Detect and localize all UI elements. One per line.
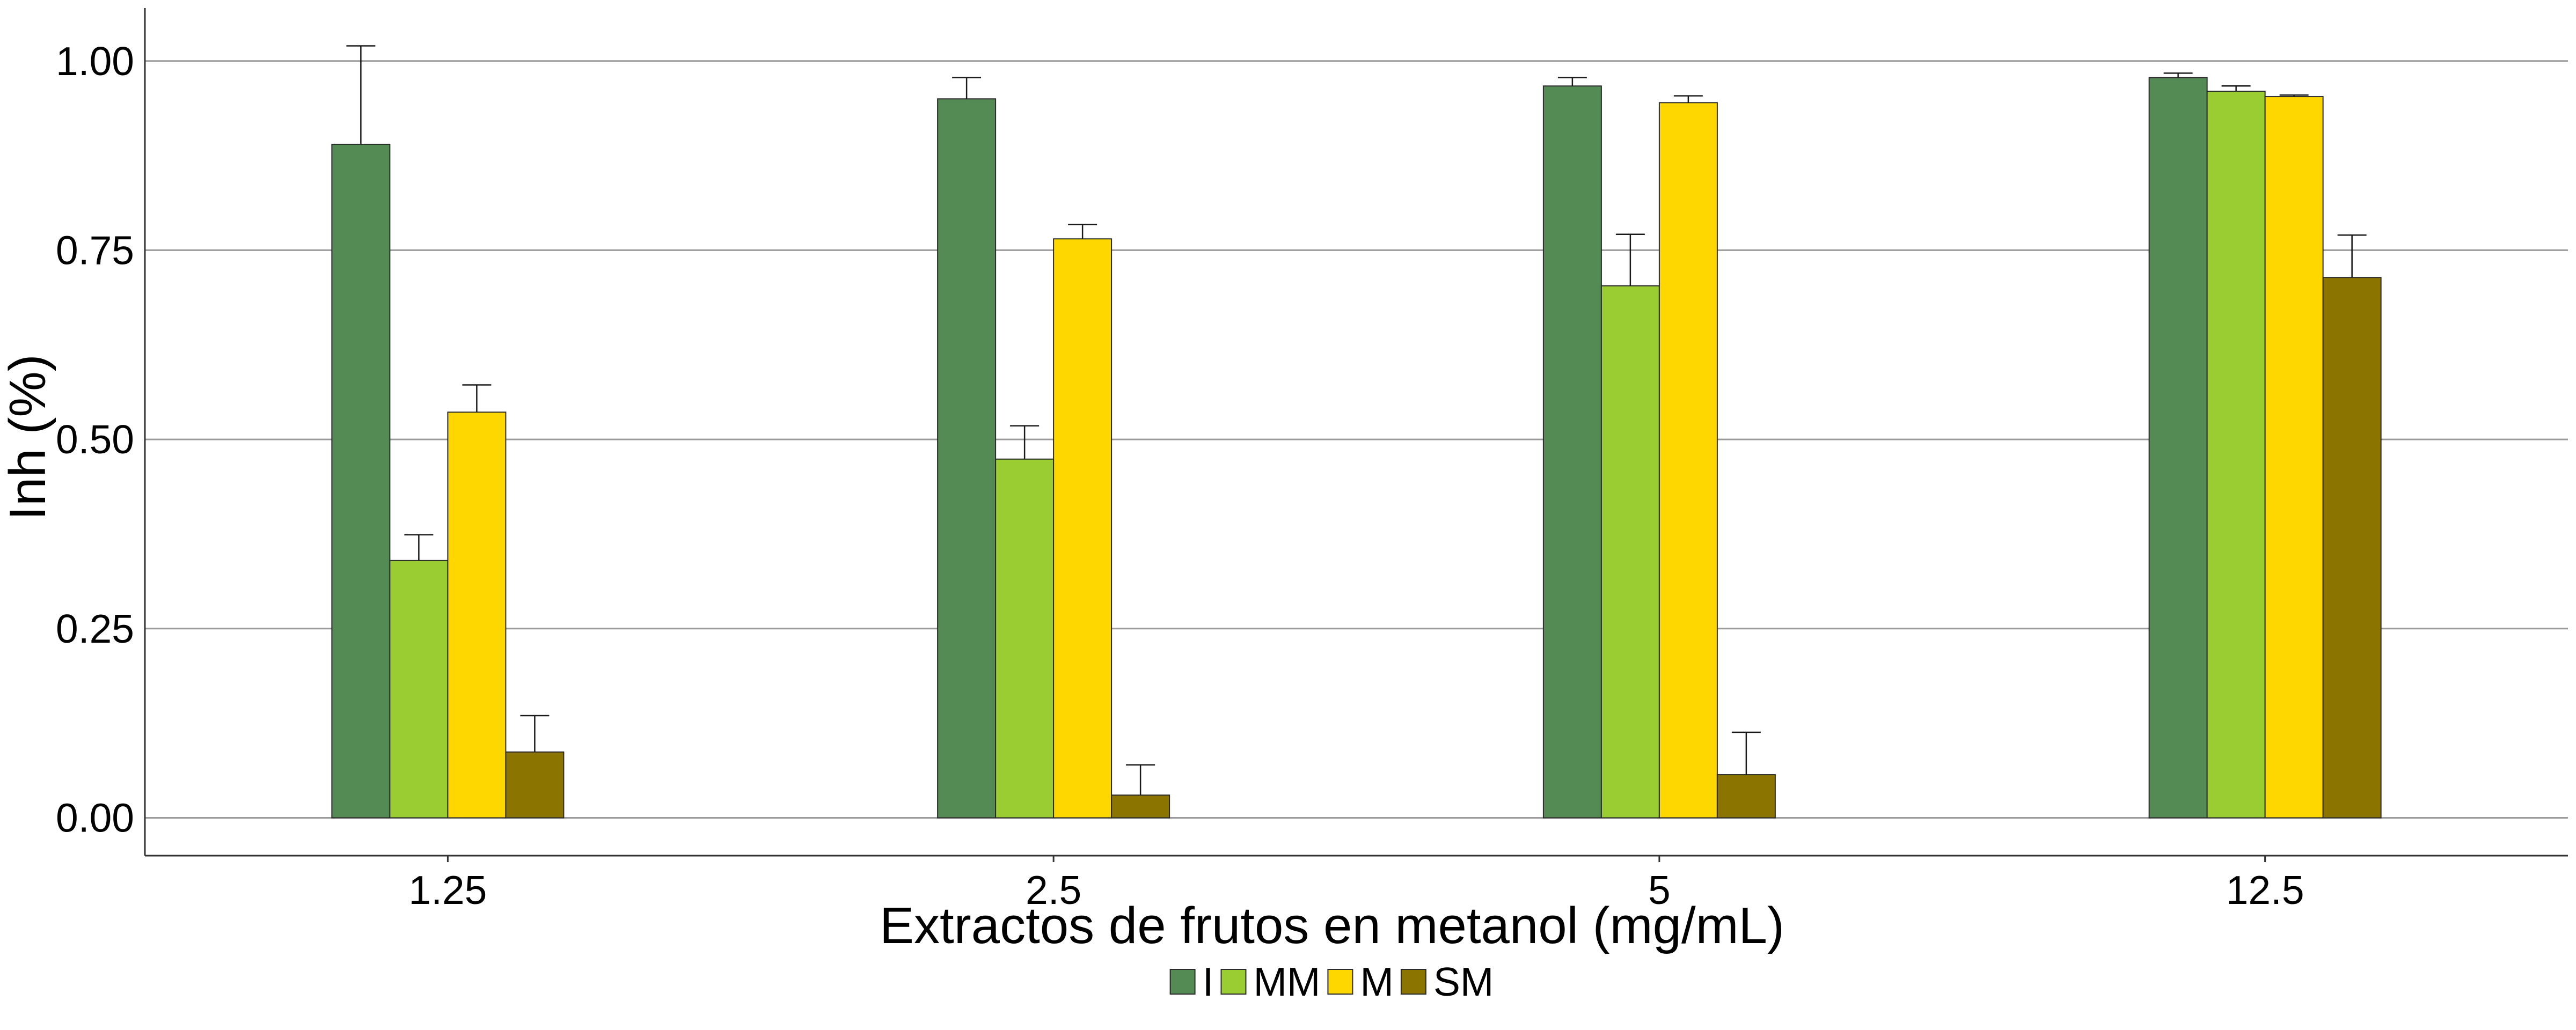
bar-mm-12.5: [2206, 91, 2266, 819]
error-bar-i-5: [1557, 77, 1587, 86]
legend-item-i: I: [1169, 959, 1214, 1004]
legend-item-mm: MM: [1220, 959, 1320, 1004]
y-tick-label: 1.00: [56, 39, 134, 84]
bar-sm-12.5: [2322, 277, 2382, 819]
legend-item-m: M: [1327, 959, 1394, 1004]
bar-mm-1.25: [389, 560, 449, 819]
x-tick-label: 12.5: [2226, 867, 2304, 913]
legend-key: [1400, 969, 1426, 995]
bar-m-12.5: [2264, 96, 2324, 819]
legend-label: SM: [1433, 959, 1494, 1004]
axes: [144, 8, 2568, 862]
legend-label: MM: [1253, 959, 1320, 1004]
bar-mm-5: [1600, 285, 1660, 819]
legend: I MM M SM: [1169, 959, 1494, 1004]
bars: [331, 77, 2382, 819]
x-tick-label: 5: [1648, 867, 1671, 913]
error-bar-mm-1.25: [404, 534, 434, 561]
error-bar-sm-2.5: [1126, 764, 1155, 796]
x-tick-label: 1.25: [408, 867, 487, 913]
legend-key: [1220, 969, 1247, 995]
error-bar-sm-1.25: [520, 715, 550, 752]
y-tick-label: 0.50: [56, 417, 134, 462]
error-bars: [346, 45, 2367, 796]
bar-i-12.5: [2148, 77, 2208, 819]
x-axis-title: Extractos de frutos en metanol (mg/mL): [880, 897, 1784, 954]
legend-label: I: [1203, 959, 1214, 1004]
error-bar-m-2.5: [1068, 224, 1097, 239]
legend-label: M: [1360, 959, 1393, 1004]
error-bar-m-12.5: [2279, 94, 2309, 97]
error-bar-i-12.5: [2163, 72, 2193, 78]
bar-sm-2.5: [1111, 794, 1170, 819]
y-tick-label: 0.25: [56, 606, 134, 651]
y-tick-label: 0.75: [56, 227, 134, 273]
y-axis-title: Inh (%): [0, 354, 56, 520]
bar-i-2.5: [937, 98, 997, 819]
bar-m-2.5: [1053, 238, 1113, 819]
error-bar-m-1.25: [462, 384, 492, 413]
error-bar-sm-5: [1731, 731, 1761, 775]
bar-i-1.25: [331, 143, 391, 819]
tick-labels: 0.00 0.25 0.50 0.75 1.00 1.25 2.5 5 12.5: [56, 39, 2304, 913]
bar-sm-1.25: [505, 751, 565, 819]
legend-key: [1169, 969, 1196, 995]
error-bar-sm-12.5: [2337, 234, 2367, 278]
error-bar-mm-2.5: [1010, 425, 1040, 459]
error-bar-mm-5: [1615, 233, 1645, 286]
bar-m-5: [1658, 102, 1718, 819]
bar-sm-5: [1716, 774, 1776, 819]
error-bar-i-1.25: [346, 45, 376, 144]
y-tick-label: 0.00: [56, 795, 134, 840]
legend-item-sm: SM: [1400, 959, 1494, 1004]
bar-mm-2.5: [995, 458, 1055, 819]
error-bar-m-5: [1673, 95, 1703, 103]
x-tick-label: 2.5: [1026, 867, 1081, 913]
error-bar-i-2.5: [952, 77, 982, 99]
error-bar-mm-12.5: [2221, 85, 2251, 92]
legend-key: [1327, 969, 1353, 995]
bar-m-1.25: [447, 411, 507, 819]
bar-i-5: [1542, 85, 1602, 819]
